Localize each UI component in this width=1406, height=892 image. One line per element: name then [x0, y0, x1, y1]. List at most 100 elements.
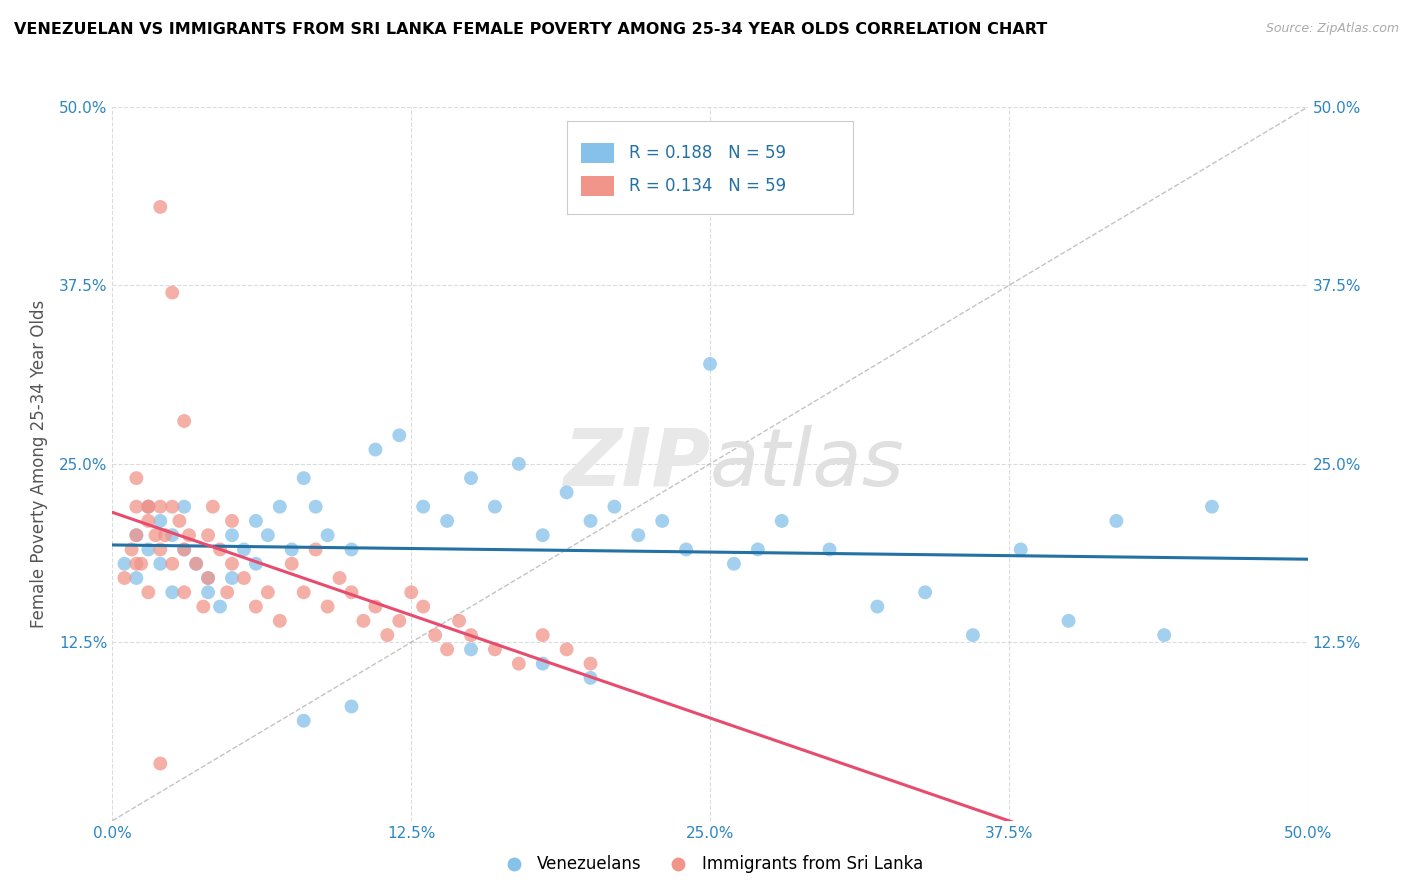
Point: [153, 528, 176, 542]
Text: Source: ZipAtlas.com: Source: ZipAtlas.com: [1265, 22, 1399, 36]
Point: [304, 500, 326, 514]
Point: [340, 585, 363, 599]
FancyBboxPatch shape: [581, 176, 614, 195]
Point: [221, 557, 243, 571]
Point: [173, 500, 195, 514]
Point: [125, 528, 148, 542]
Point: [627, 528, 650, 542]
Point: [177, 528, 200, 542]
Point: [352, 614, 374, 628]
Point: [531, 528, 554, 542]
Point: [232, 542, 256, 557]
Point: [186, 557, 208, 571]
Point: [555, 485, 578, 500]
FancyBboxPatch shape: [581, 144, 614, 163]
Point: [292, 471, 315, 485]
Point: [138, 514, 160, 528]
Point: [460, 642, 482, 657]
Point: [162, 500, 183, 514]
Point: [129, 557, 152, 571]
Point: [186, 557, 208, 571]
Legend: Venezuelans, Immigrants from Sri Lanka: Venezuelans, Immigrants from Sri Lanka: [491, 849, 929, 880]
Point: [269, 500, 291, 514]
Point: [304, 542, 326, 557]
Point: [412, 500, 434, 514]
Point: [531, 628, 554, 642]
Point: [193, 599, 215, 614]
Y-axis label: Female Poverty Among 25-34 Year Olds: Female Poverty Among 25-34 Year Olds: [30, 300, 48, 628]
Point: [436, 642, 458, 657]
Point: [125, 557, 148, 571]
Point: [197, 571, 219, 585]
Point: [484, 642, 506, 657]
Point: [340, 699, 363, 714]
Point: [145, 528, 167, 542]
Point: [1010, 542, 1032, 557]
Point: [257, 585, 280, 599]
Text: R = 0.188   N = 59: R = 0.188 N = 59: [628, 145, 786, 162]
Point: [316, 599, 339, 614]
Point: [221, 514, 243, 528]
Point: [125, 528, 148, 542]
Point: [125, 571, 148, 585]
Point: [555, 642, 578, 657]
Point: [460, 628, 482, 642]
Point: [201, 500, 224, 514]
Point: [292, 714, 315, 728]
Point: [149, 557, 172, 571]
Point: [508, 657, 530, 671]
Point: [401, 585, 423, 599]
Point: [138, 585, 160, 599]
Point: [1201, 500, 1223, 514]
Point: [125, 500, 148, 514]
Point: [436, 514, 458, 528]
Point: [388, 428, 411, 442]
Point: [169, 514, 191, 528]
Point: [866, 599, 889, 614]
Point: [257, 528, 280, 542]
Point: [245, 557, 267, 571]
Point: [1105, 514, 1128, 528]
Point: [232, 571, 256, 585]
Point: [197, 528, 219, 542]
Point: [221, 571, 243, 585]
Point: [447, 614, 470, 628]
Point: [651, 514, 673, 528]
Point: [173, 542, 195, 557]
Point: [125, 471, 148, 485]
Point: [162, 557, 183, 571]
Point: [208, 542, 231, 557]
Point: [747, 542, 769, 557]
Point: [579, 671, 602, 685]
Point: [508, 457, 530, 471]
Text: atlas: atlas: [710, 425, 905, 503]
Point: [149, 542, 172, 557]
Point: [962, 628, 984, 642]
Point: [484, 500, 506, 514]
Point: [377, 628, 399, 642]
Text: ZIP: ZIP: [562, 425, 710, 503]
Point: [121, 542, 143, 557]
Point: [149, 514, 172, 528]
Point: [328, 571, 352, 585]
Point: [818, 542, 841, 557]
Point: [340, 542, 363, 557]
Point: [114, 557, 135, 571]
Point: [149, 756, 172, 771]
Point: [316, 528, 339, 542]
Point: [138, 500, 160, 514]
Point: [364, 442, 387, 457]
Point: [281, 542, 304, 557]
Point: [138, 500, 160, 514]
Point: [412, 599, 434, 614]
Point: [699, 357, 721, 371]
Text: VENEZUELAN VS IMMIGRANTS FROM SRI LANKA FEMALE POVERTY AMONG 25-34 YEAR OLDS COR: VENEZUELAN VS IMMIGRANTS FROM SRI LANKA …: [14, 22, 1047, 37]
Point: [149, 500, 172, 514]
Point: [197, 571, 219, 585]
Point: [531, 657, 554, 671]
Point: [388, 614, 411, 628]
Point: [1153, 628, 1175, 642]
Point: [281, 557, 304, 571]
Text: R = 0.134   N = 59: R = 0.134 N = 59: [628, 177, 786, 194]
Point: [675, 542, 697, 557]
